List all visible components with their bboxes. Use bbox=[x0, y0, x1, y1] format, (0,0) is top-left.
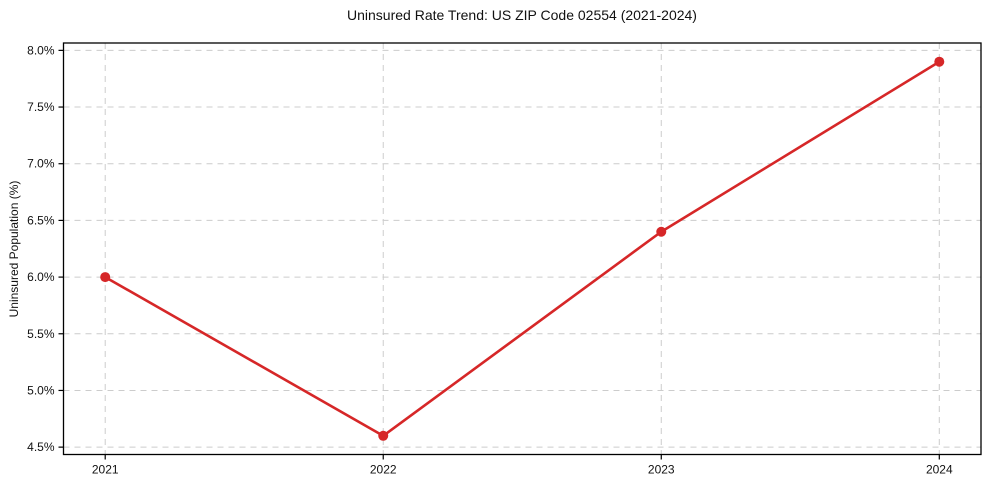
y-tick-label: 4.5% bbox=[27, 440, 55, 454]
y-tick-label: 8.0% bbox=[27, 43, 55, 57]
data-point bbox=[656, 226, 667, 237]
y-tick-label: 7.0% bbox=[27, 157, 55, 171]
x-tick-label: 2022 bbox=[370, 463, 397, 477]
chart-title: Uninsured Rate Trend: US ZIP Code 02554 … bbox=[347, 7, 697, 23]
x-tick-label: 2021 bbox=[92, 463, 119, 477]
y-tick-label: 5.0% bbox=[27, 383, 55, 397]
x-tick-label: 2024 bbox=[926, 463, 953, 477]
trend-line bbox=[103, 60, 941, 438]
plot-border bbox=[62, 42, 982, 456]
data-point bbox=[378, 430, 389, 441]
data-point bbox=[100, 272, 111, 283]
y-tick-label: 6.0% bbox=[27, 270, 55, 284]
x-tick-label: 2023 bbox=[648, 463, 675, 477]
y-tick-label: 7.5% bbox=[27, 100, 55, 114]
data-point bbox=[934, 56, 945, 67]
y-tick-label: 5.5% bbox=[27, 327, 55, 341]
y-tick-label: 6.5% bbox=[27, 213, 55, 227]
y-axis-title: Uninsured Population (%) bbox=[7, 180, 21, 318]
